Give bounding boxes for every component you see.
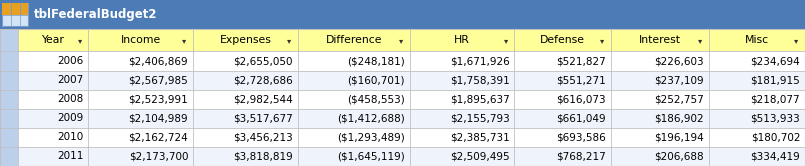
Bar xyxy=(0,29,805,166)
Text: $2,104,989: $2,104,989 xyxy=(129,113,188,123)
Text: $206,688: $206,688 xyxy=(654,151,704,162)
Text: $551,271: $551,271 xyxy=(556,75,606,85)
Text: $3,517,677: $3,517,677 xyxy=(233,113,293,123)
Bar xyxy=(2,3,28,26)
Text: $2,155,793: $2,155,793 xyxy=(450,113,510,123)
Bar xyxy=(0,109,18,128)
Text: $186,902: $186,902 xyxy=(654,113,704,123)
Text: $218,077: $218,077 xyxy=(750,94,800,104)
Text: $1,895,637: $1,895,637 xyxy=(450,94,510,104)
Text: Income: Income xyxy=(121,35,161,45)
Bar xyxy=(18,51,805,71)
Text: $2,509,495: $2,509,495 xyxy=(450,151,510,162)
Text: ▾: ▾ xyxy=(795,36,799,45)
Text: $2,728,686: $2,728,686 xyxy=(233,75,293,85)
Text: $2,567,985: $2,567,985 xyxy=(129,75,188,85)
Text: 2009: 2009 xyxy=(57,113,84,123)
Text: $3,818,819: $3,818,819 xyxy=(233,151,293,162)
Text: Interest: Interest xyxy=(638,35,681,45)
Text: ($458,553): ($458,553) xyxy=(347,94,405,104)
Text: ▾: ▾ xyxy=(698,36,702,45)
Text: ($1,645,119): ($1,645,119) xyxy=(337,151,405,162)
Bar xyxy=(0,147,18,166)
Text: HR: HR xyxy=(454,35,470,45)
Bar xyxy=(0,29,18,51)
Bar xyxy=(18,90,805,109)
Bar xyxy=(0,90,18,109)
Text: $2,173,700: $2,173,700 xyxy=(129,151,188,162)
Text: ▾: ▾ xyxy=(77,36,82,45)
Text: ($1,293,489): ($1,293,489) xyxy=(337,132,405,142)
Text: Difference: Difference xyxy=(325,35,382,45)
Text: $2,982,544: $2,982,544 xyxy=(233,94,293,104)
Bar xyxy=(18,29,805,51)
Text: 2010: 2010 xyxy=(57,132,84,142)
Text: ▾: ▾ xyxy=(183,36,187,45)
Text: $2,162,724: $2,162,724 xyxy=(129,132,188,142)
Text: $661,049: $661,049 xyxy=(556,113,606,123)
Text: $237,109: $237,109 xyxy=(654,75,704,85)
Bar xyxy=(18,71,805,90)
Text: $234,694: $234,694 xyxy=(750,56,800,66)
Text: $2,655,050: $2,655,050 xyxy=(233,56,293,66)
Text: $521,827: $521,827 xyxy=(556,56,606,66)
Text: $693,586: $693,586 xyxy=(556,132,606,142)
Bar xyxy=(0,0,805,29)
Text: $181,915: $181,915 xyxy=(750,75,800,85)
Text: $2,406,869: $2,406,869 xyxy=(129,56,188,66)
Text: 2008: 2008 xyxy=(57,94,84,104)
Bar xyxy=(18,128,805,147)
Text: $768,217: $768,217 xyxy=(556,151,606,162)
Text: ▾: ▾ xyxy=(399,36,403,45)
Text: $2,523,991: $2,523,991 xyxy=(129,94,188,104)
Text: ▾: ▾ xyxy=(600,36,605,45)
Text: $3,456,213: $3,456,213 xyxy=(233,132,293,142)
Text: 2007: 2007 xyxy=(57,75,84,85)
Text: ($248,181): ($248,181) xyxy=(347,56,405,66)
Text: 2011: 2011 xyxy=(57,151,84,162)
Text: ($1,412,688): ($1,412,688) xyxy=(337,113,405,123)
Bar xyxy=(2,3,28,15)
Text: ▾: ▾ xyxy=(504,36,508,45)
Text: Misc: Misc xyxy=(745,35,769,45)
Text: ▾: ▾ xyxy=(287,36,291,45)
Text: $616,073: $616,073 xyxy=(556,94,606,104)
Bar xyxy=(0,71,18,90)
Text: Defense: Defense xyxy=(540,35,585,45)
Text: $196,194: $196,194 xyxy=(654,132,704,142)
Bar xyxy=(0,51,18,71)
Text: $513,933: $513,933 xyxy=(750,113,800,123)
Text: tblFederalBudget2: tblFederalBudget2 xyxy=(34,8,157,21)
Bar xyxy=(18,147,805,166)
Text: $2,385,731: $2,385,731 xyxy=(450,132,510,142)
Text: ($160,701): ($160,701) xyxy=(347,75,405,85)
Text: $1,758,391: $1,758,391 xyxy=(450,75,510,85)
Text: $252,757: $252,757 xyxy=(654,94,704,104)
Bar xyxy=(0,128,18,147)
Text: Expenses: Expenses xyxy=(220,35,271,45)
Text: $180,702: $180,702 xyxy=(751,132,800,142)
Text: Year: Year xyxy=(42,35,64,45)
Bar xyxy=(18,109,805,128)
Text: $334,419: $334,419 xyxy=(750,151,800,162)
Text: 2006: 2006 xyxy=(57,56,84,66)
Text: $226,603: $226,603 xyxy=(654,56,704,66)
Text: $1,671,926: $1,671,926 xyxy=(450,56,510,66)
